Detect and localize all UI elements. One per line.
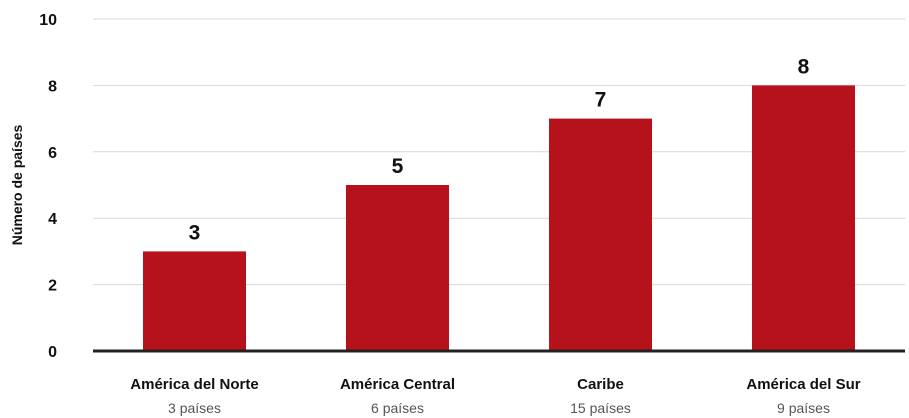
x-category-label: América Central [340,376,455,393]
y-axis-ticks: 0 2 4 6 8 10 [39,12,57,361]
y-tick-label: 4 [48,211,57,228]
value-labels: 3 5 7 8 [189,55,810,244]
x-category-label: América del Norte [130,376,258,393]
bar [143,251,246,351]
y-axis-title: Número de países [9,124,25,245]
y-tick-label: 2 [48,278,57,295]
y-tick-label: 10 [39,12,57,29]
y-tick-label: 6 [48,145,57,162]
x-category-sublabel: 9 países [777,400,830,416]
bars [143,85,855,352]
bar [752,85,855,352]
bar [549,118,652,351]
x-category-label: Caribe [577,376,624,393]
bar-value-label: 5 [392,155,404,178]
bar [346,185,449,351]
x-axis-categories: América del Norte 3 países América Central… [130,376,860,416]
bar-value-label: 7 [595,89,607,112]
bar-value-label: 8 [798,55,810,78]
y-tick-label: 8 [48,78,57,95]
x-category-sublabel: 15 países [570,400,631,416]
bar-value-label: 3 [189,221,201,244]
y-tick-label: 0 [48,344,57,361]
x-category-sublabel: 6 países [371,400,424,416]
x-category-label: América del Sur [746,376,860,393]
x-category-sublabel: 3 países [168,400,221,416]
